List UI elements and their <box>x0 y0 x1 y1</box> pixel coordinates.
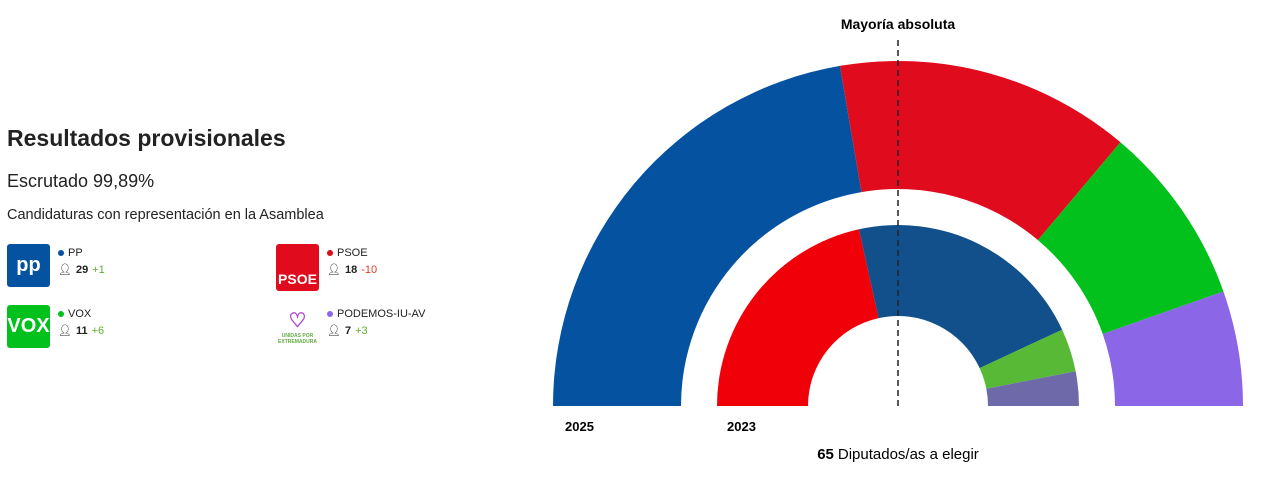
party-card-pp: pp PP 👤︎ 29 +1 <box>7 244 105 287</box>
party-card-podemos-iu-av: ♡ UNIDAS POR EXTREMADURA PODEMOS-IU-AV 👤︎… <box>276 305 425 348</box>
footer-text: Diputados/as a elegir <box>838 446 979 463</box>
seats-footer: 65 Diputados/as a elegir <box>817 446 979 463</box>
page-title: Resultados provisionales <box>7 125 286 151</box>
seat-change: -10 <box>361 263 378 276</box>
seat-arc-2023-pp <box>858 224 1063 369</box>
seat-arc-2023-vox <box>979 329 1076 389</box>
logo-text: PSOE <box>278 271 317 287</box>
party-name: VOX <box>68 308 92 320</box>
seat-arc-2025-podemos-iu-av <box>1102 291 1243 406</box>
seat-arc-2025-pp <box>553 65 862 406</box>
logo-text: VOX <box>7 315 50 337</box>
seat-arc-2023-psoe <box>717 229 879 406</box>
logo-text: pp <box>16 254 41 276</box>
seat-count: 29 <box>75 263 89 276</box>
person-icon: 👤︎ <box>327 264 341 276</box>
party-logo: PSOE <box>276 244 319 291</box>
party-color-dot <box>58 250 64 256</box>
person-icon: 👤︎ <box>58 264 72 276</box>
party-card-vox: VOX VOX 👤︎ 11 +6 <box>7 305 104 348</box>
seat-arc-2025-vox <box>1037 142 1224 334</box>
person-icon: 👤︎ <box>58 325 72 337</box>
subtitle: Candidaturas con representación en la As… <box>7 207 324 223</box>
scrutiny-status: Escrutado 99,89% <box>7 171 155 191</box>
party-name: PSOE <box>337 247 368 259</box>
total-seats: 65 <box>817 446 834 463</box>
seat-count: 11 <box>75 324 88 337</box>
party-color-dot <box>58 311 64 317</box>
seat-change: +1 <box>92 263 105 276</box>
majority-label: Mayoría absoluta <box>841 16 956 32</box>
person-icon: 👤︎ <box>327 325 341 337</box>
seat-arc-2025-psoe <box>839 60 1121 241</box>
seat-change: +3 <box>355 324 368 337</box>
seat-arc-2023-podemos-iu-av <box>986 371 1079 406</box>
party-name: PP <box>68 247 83 259</box>
party-color-dot <box>327 250 333 256</box>
party-card-psoe: PSOE PSOE 👤︎ 18 -10 <box>276 244 377 291</box>
ring-label-2023: 2023 <box>727 419 756 434</box>
ring-label-2025: 2025 <box>565 419 594 434</box>
party-logo: ♡ UNIDAS POR EXTREMADURA <box>276 305 319 348</box>
seat-count: 18 <box>344 263 358 276</box>
seat-change: +6 <box>91 324 105 337</box>
logo-text: UNIDAS POR EXTREMADURA <box>278 333 317 345</box>
seat-count: 7 <box>344 324 352 337</box>
party-color-dot <box>327 311 333 317</box>
party-logo: pp <box>7 244 50 287</box>
party-logo: VOX <box>7 305 50 348</box>
party-name: PODEMOS-IU-AV <box>337 308 426 320</box>
